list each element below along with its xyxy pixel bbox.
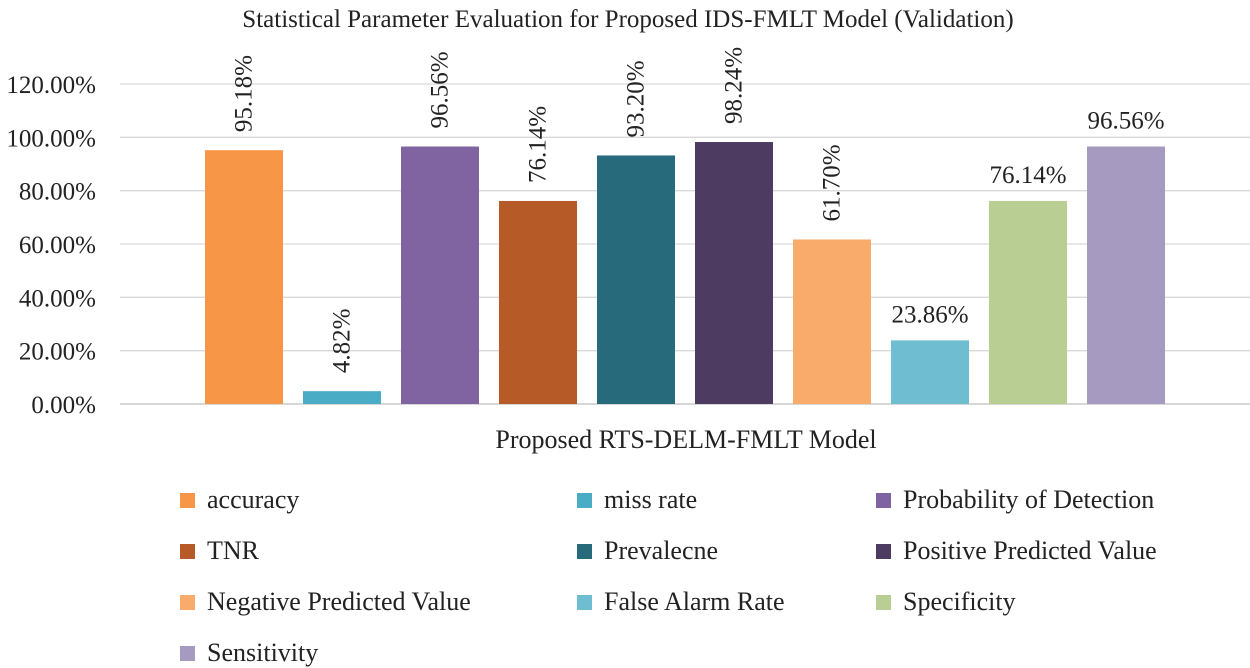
legend-item-negative-predicted-value: Negative Predicted Value: [180, 587, 471, 617]
legend-label: Probability of Detection: [903, 485, 1155, 514]
legend-item-false-alarm-rate: False Alarm Rate: [577, 587, 785, 617]
data-labels: 95.18% 4.82% 96.56% 76.14% 93.20% 98.24% 61.70…: [231, 47, 1165, 373]
legend-item-prevalecne: Prevalecne: [577, 536, 718, 566]
data-label-probability-of-detection: 96.56%: [427, 51, 454, 128]
legend-swatch: [876, 492, 891, 508]
legend-swatch: [577, 492, 592, 508]
legend-label: Specificity: [903, 587, 1016, 616]
legend-swatch: [876, 543, 891, 559]
legend-item-specificity: Specificity: [876, 587, 1016, 617]
legend-item-sensitivity: Sensitivity: [180, 638, 318, 668]
bars: [205, 142, 1165, 405]
legend-item-tnr: TNR: [180, 536, 259, 566]
data-label-tnr: 76.14%: [525, 106, 552, 183]
legend-label: Sensitivity: [207, 638, 319, 667]
bar-miss-rate: [303, 391, 381, 404]
data-label-negative-predicted-value: 61.70%: [819, 144, 846, 221]
bar-sensitivity: [1087, 146, 1165, 405]
bar-negative-predicted-value: [793, 239, 871, 404]
data-label-accuracy: 95.18%: [231, 55, 258, 132]
y-tick-label: 80.00%: [19, 179, 96, 206]
legend-label: False Alarm Rate: [604, 587, 785, 616]
bar-false-alarm-rate: [891, 340, 969, 404]
y-tick-label: 120.00%: [6, 72, 96, 99]
legend-item-probability-of-detection: Probability of Detection: [876, 485, 1154, 515]
legend-swatch: [180, 645, 195, 661]
bar-specificity: [989, 200, 1067, 404]
legend-swatch: [180, 543, 195, 559]
bar-positive-predicted-value: [695, 142, 773, 404]
bar-prevalecne: [597, 155, 675, 404]
data-label-miss-rate: 4.82%: [329, 309, 356, 374]
data-label-false-alarm-rate: 23.86%: [891, 301, 968, 328]
bar-tnr: [499, 200, 577, 404]
legend-item-positive-predicted-value: Positive Predicted Value: [876, 536, 1157, 566]
y-axis-ticks: 0.00% 20.00% 40.00% 60.00% 80.00% 100.00% 120.…: [6, 72, 96, 419]
y-tick-label: 20.00%: [19, 339, 96, 366]
data-label-positive-predicted-value: 98.24%: [721, 47, 748, 124]
data-label-prevalecne: 93.20%: [623, 60, 650, 137]
legend-swatch: [577, 543, 592, 559]
legend-swatch: [180, 492, 195, 508]
legend-label: Negative Predicted Value: [207, 587, 471, 616]
x-axis-label: Proposed RTS-DELM-FMLT Model: [495, 425, 876, 454]
legend-label: Prevalecne: [604, 536, 719, 565]
bar-accuracy: [205, 150, 283, 404]
legend-swatch: [876, 594, 891, 610]
y-tick-label: 60.00%: [19, 232, 96, 259]
legend-label: miss rate: [604, 485, 698, 514]
legend-swatch: [577, 594, 592, 610]
legend: accuracy miss rate Probability of Detectio…: [0, 475, 1250, 668]
y-tick-label: 0.00%: [31, 392, 96, 419]
bar-probability-of-detection: [401, 146, 479, 405]
legend-swatch: [180, 594, 195, 610]
chart: Statistical Parameter Evaluation for Pro…: [6, 6, 1250, 454]
legend-label: Positive Predicted Value: [903, 536, 1157, 565]
legend-item-miss-rate: miss rate: [577, 485, 697, 515]
legend-item-accuracy: accuracy: [180, 485, 299, 515]
data-label-specificity: 76.14%: [989, 162, 1066, 189]
chart-title: Statistical Parameter Evaluation for Pro…: [242, 6, 1013, 33]
y-tick-label: 100.00%: [6, 125, 96, 152]
gridlines: [120, 83, 1250, 405]
data-label-sensitivity: 96.56%: [1087, 108, 1164, 135]
y-tick-label: 40.00%: [19, 285, 96, 312]
legend-label: accuracy: [207, 485, 300, 514]
legend-label: TNR: [207, 536, 259, 565]
